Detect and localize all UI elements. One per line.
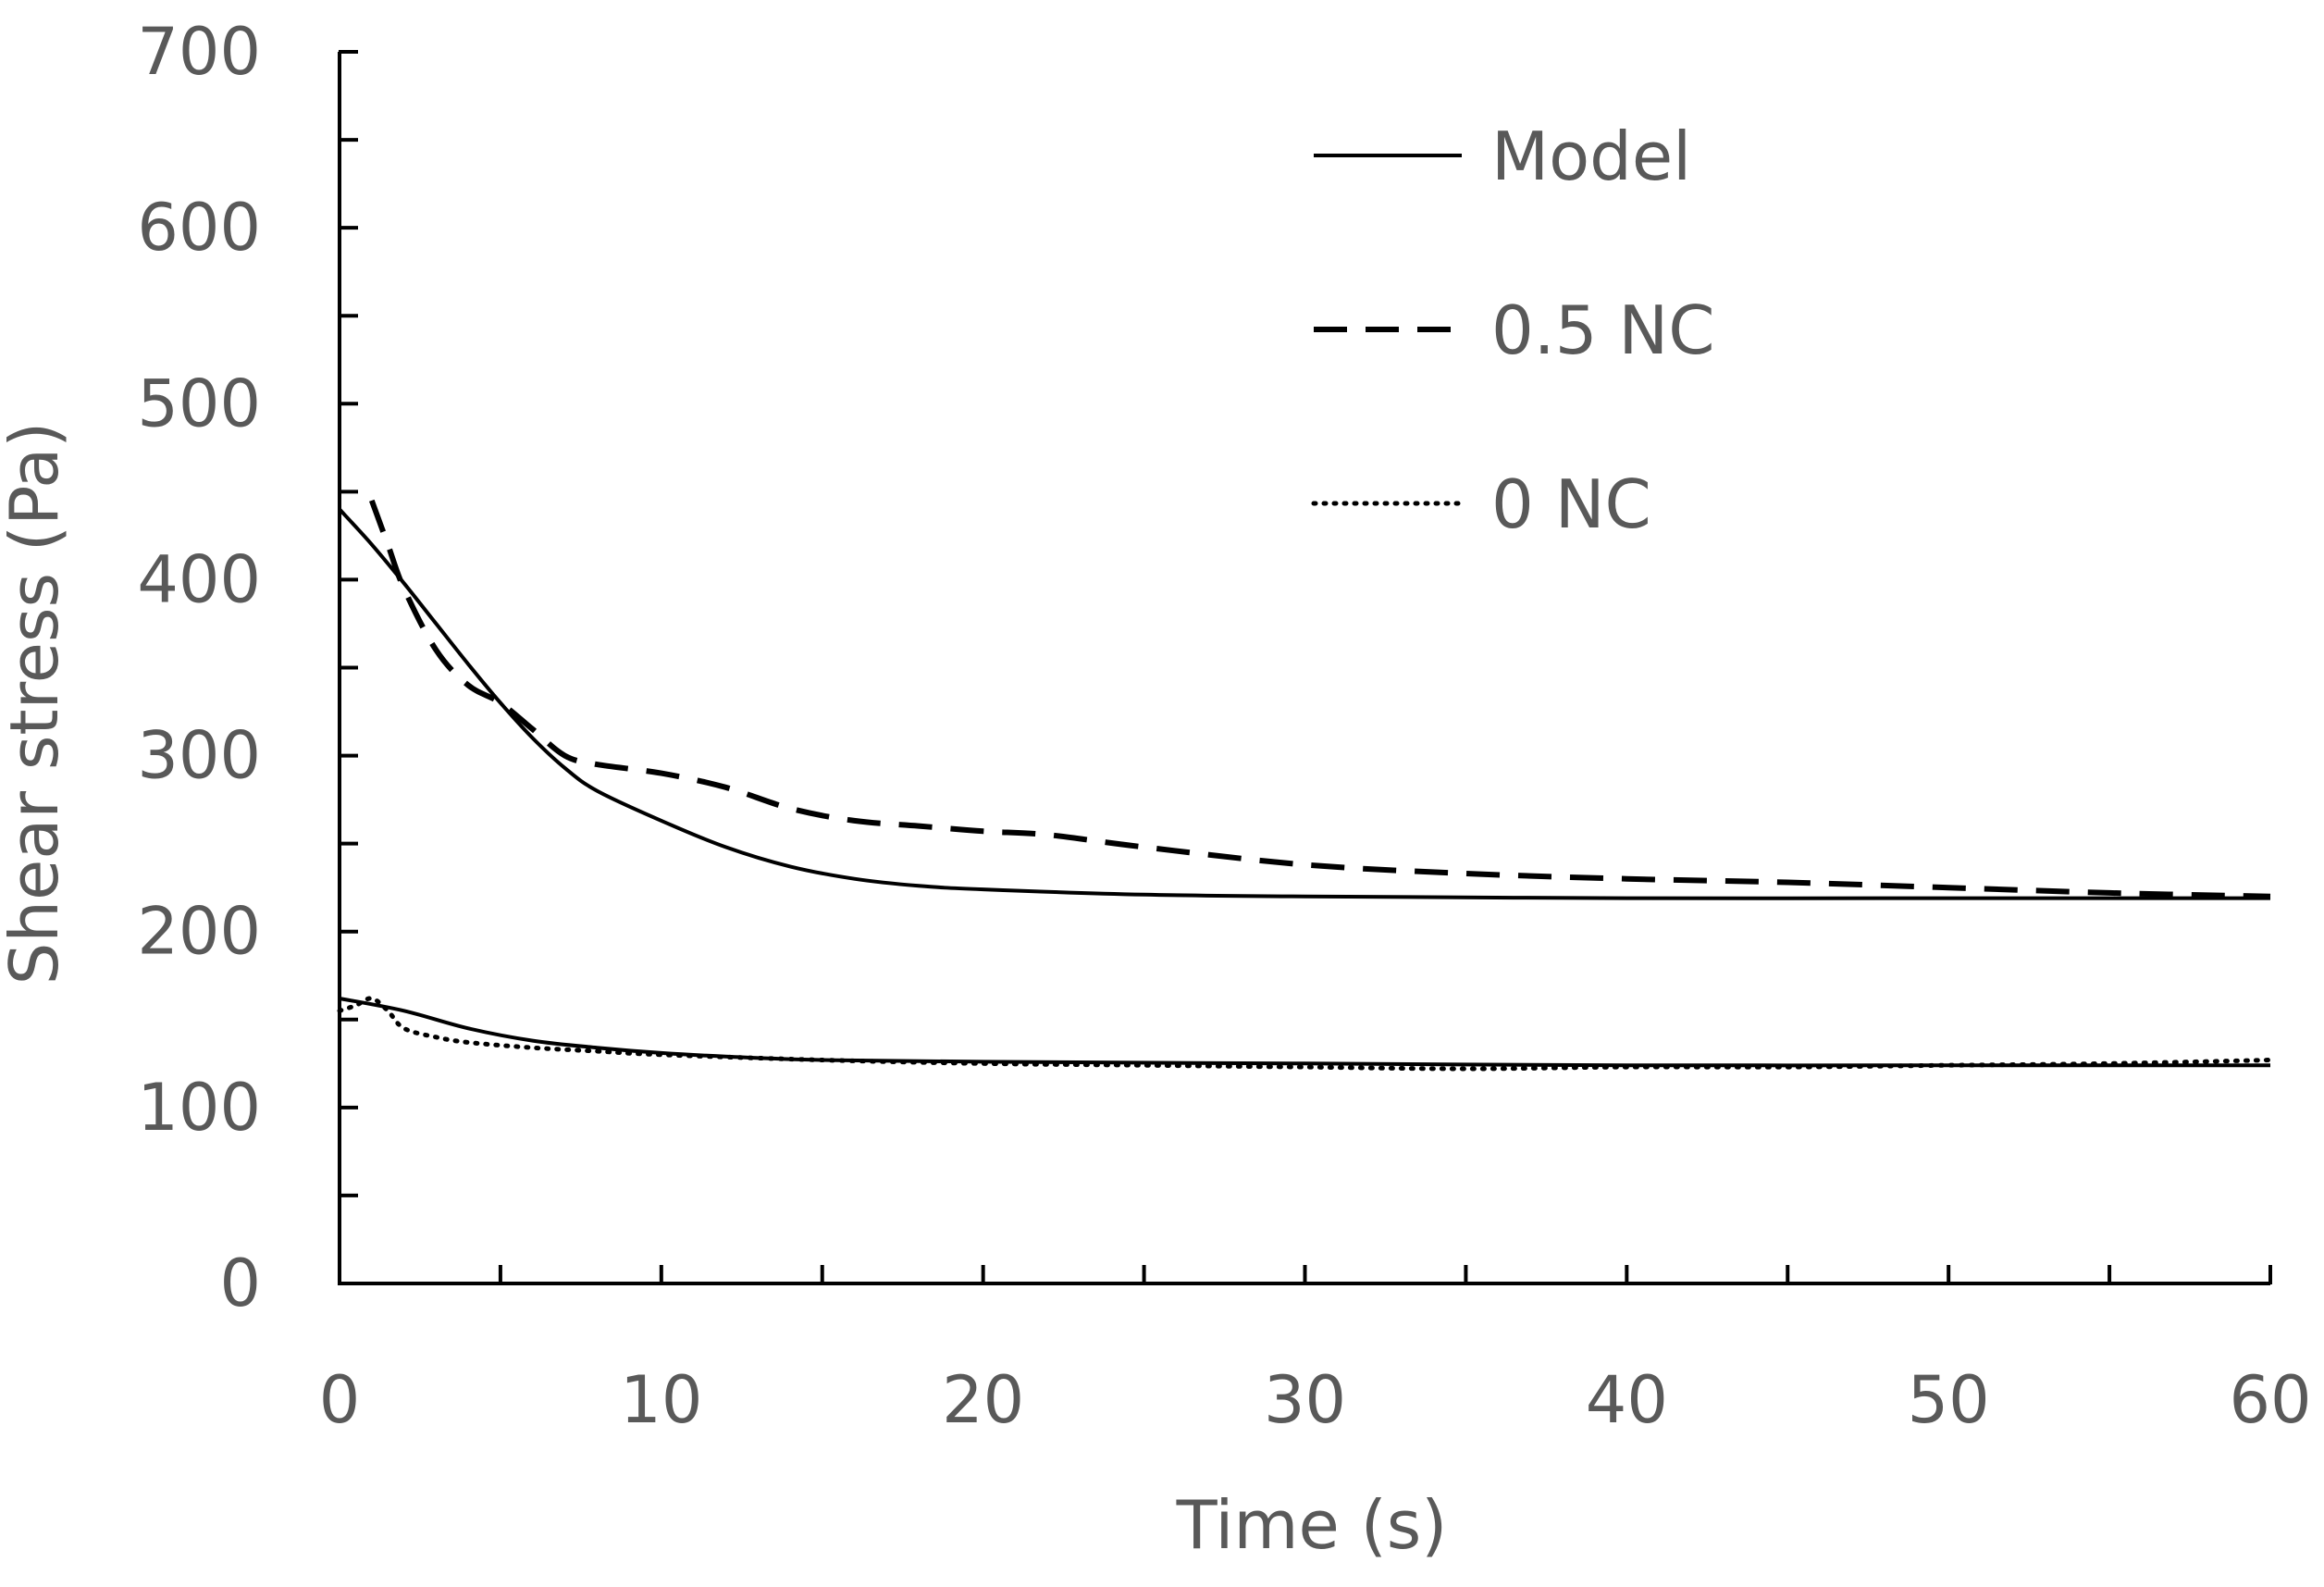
legend-label-0-5-nc: 0.5 NC bbox=[1491, 291, 1715, 369]
series-line-model-solid-2 bbox=[339, 997, 2270, 1068]
y-axis-label: Shear stress (Pa) bbox=[0, 422, 73, 986]
y-tick-label: 100 bbox=[137, 1070, 261, 1146]
x-tick-label: 10 bbox=[620, 1362, 702, 1438]
x-tick-label: 60 bbox=[2229, 1362, 2311, 1438]
series-layer bbox=[337, 499, 2273, 1072]
series-line-model-solid-0 bbox=[338, 508, 2270, 900]
y-tick-label: 200 bbox=[137, 894, 261, 970]
x-tick-label: 0 bbox=[319, 1362, 361, 1438]
axes: 0 100 200 300 400 500 600 700 0 10 20 30 40 50 60 bbox=[137, 14, 2311, 1438]
legend-label-model: Model bbox=[1491, 118, 1691, 195]
x-tick-label: 50 bbox=[1908, 1362, 1990, 1438]
x-tick-label: 20 bbox=[942, 1362, 1024, 1438]
legend: Model 0.5 NC 0 NC bbox=[1311, 118, 1715, 543]
y-tick-label: 300 bbox=[137, 718, 261, 794]
x-tick-label: 40 bbox=[1586, 1362, 1668, 1438]
series-line-0-nc-dotted-3 bbox=[337, 996, 2273, 1072]
y-tick-label: 500 bbox=[137, 366, 261, 441]
y-tick-label: 400 bbox=[137, 541, 261, 617]
x-axis-label: Time (s) bbox=[1176, 1486, 1448, 1564]
y-tick-label: 0 bbox=[219, 1246, 261, 1321]
x-tick-label: 30 bbox=[1264, 1362, 1346, 1438]
legend-label-0-nc: 0 NC bbox=[1491, 465, 1651, 543]
y-tick-label: 600 bbox=[137, 190, 261, 266]
series-line-0-5-nc-dashed-1 bbox=[368, 499, 2271, 899]
y-tick-label: 700 bbox=[137, 14, 261, 90]
